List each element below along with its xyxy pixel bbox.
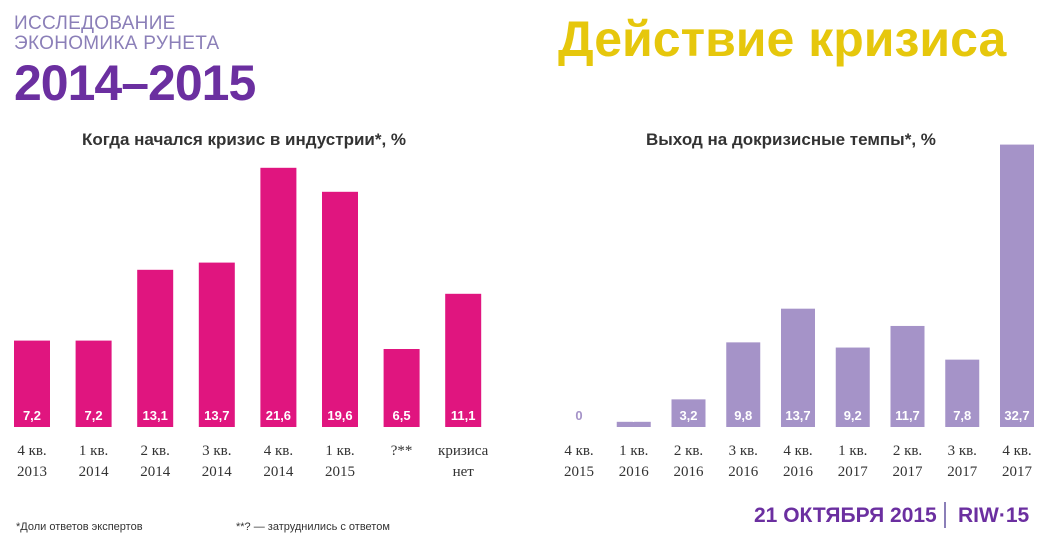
right-tick-label-4-0: 4 кв. bbox=[783, 443, 812, 459]
left-tick-label-1-0: 1 кв. bbox=[79, 443, 108, 459]
left-tick-label-6-0: ?** bbox=[391, 443, 413, 459]
left-tick-label-0-1: 2013 bbox=[17, 464, 47, 480]
left-value-label-4: 21,6 bbox=[266, 408, 291, 423]
right-tick-label-6-1: 2017 bbox=[893, 464, 924, 480]
right-tick-label-4-1: 2016 bbox=[783, 464, 814, 480]
right-tick-label-0-0: 4 кв. bbox=[564, 443, 593, 459]
left-bar-0 bbox=[14, 340, 50, 427]
right-chart-title: Выход на докризисные темпы*, % bbox=[646, 130, 936, 149]
event-logo: RIW·15 bbox=[958, 504, 1030, 527]
right-bar-6 bbox=[890, 325, 925, 427]
left-tick-label-2-0: 2 кв. bbox=[141, 443, 170, 459]
right-tick-label-6-0: 2 кв. bbox=[893, 443, 922, 459]
left-tick-label-4-1: 2014 bbox=[263, 464, 294, 480]
right-value-label-5: 9,2 bbox=[844, 408, 862, 423]
left-bar-6 bbox=[383, 349, 420, 427]
left-tick-label-5-0: 1 кв. bbox=[325, 443, 354, 459]
right-value-label-6: 11,7 bbox=[895, 408, 920, 423]
left-value-label-3: 13,7 bbox=[204, 408, 229, 423]
left-tick-label-1-1: 2014 bbox=[79, 464, 110, 480]
left-tick-label-0-0: 4 кв. bbox=[17, 443, 46, 459]
left-value-label-5: 19,6 bbox=[327, 408, 352, 423]
left-value-label-0: 7,2 bbox=[23, 408, 41, 423]
footnote-shares: *Доли ответов экспертов bbox=[16, 521, 143, 533]
right-tick-label-5-0: 1 кв. bbox=[838, 443, 867, 459]
left-bar-1 bbox=[75, 340, 112, 427]
left-value-label-2: 13,1 bbox=[143, 408, 168, 423]
right-tick-label-1-0: 1 кв. bbox=[619, 443, 648, 459]
right-value-label-7: 7,8 bbox=[953, 408, 971, 423]
right-value-label-2: 3,2 bbox=[679, 408, 697, 423]
left-tick-label-2-1: 2014 bbox=[140, 464, 171, 480]
right-value-label-8: 32,7 bbox=[1004, 408, 1029, 423]
right-tick-label-5-1: 2017 bbox=[838, 464, 869, 480]
right-bar-8 bbox=[1000, 144, 1034, 427]
right-tick-label-8-1: 2017 bbox=[1002, 464, 1033, 480]
footer-divider bbox=[944, 502, 946, 528]
right-tick-label-1-1: 2016 bbox=[619, 464, 650, 480]
left-value-label-1: 7,2 bbox=[85, 408, 103, 423]
right-bar-3 bbox=[726, 342, 761, 427]
right-value-label-1: 0,6 bbox=[625, 408, 643, 423]
left-tick-label-5-1: 2015 bbox=[325, 464, 355, 480]
left-tick-label-3-0: 3 кв. bbox=[202, 443, 231, 459]
right-tick-label-2-0: 2 кв. bbox=[674, 443, 703, 459]
page-headline: Действие кризиса bbox=[558, 11, 1007, 67]
right-tick-label-2-1: 2016 bbox=[674, 464, 705, 480]
right-bar-2 bbox=[671, 399, 706, 427]
right-tick-label-3-0: 3 кв. bbox=[729, 443, 758, 459]
left-tick-label-4-0: 4 кв. bbox=[264, 443, 293, 459]
brand-years: 2014–2015 bbox=[14, 55, 256, 111]
left-tick-label-7-0: кризиса bbox=[438, 443, 489, 459]
right-tick-label-8-0: 4 кв. bbox=[1002, 443, 1031, 459]
footer-date: 21 ОКТЯБРЯ 2015 bbox=[754, 504, 937, 527]
right-tick-label-3-1: 2016 bbox=[728, 464, 759, 480]
brand-line-1: ИССЛЕДОВАНИЕ bbox=[14, 13, 176, 34]
left-value-label-6: 6,5 bbox=[393, 408, 411, 423]
left-bar-5 bbox=[322, 191, 358, 427]
left-bar-7 bbox=[445, 293, 482, 427]
right-tick-label-0-1: 2015 bbox=[564, 464, 594, 480]
left-bar-4 bbox=[260, 167, 297, 428]
right-value-label-4: 13,7 bbox=[785, 408, 810, 423]
right-bar-7 bbox=[945, 359, 980, 427]
brand-block: ИССЛЕДОВАНИЕ ЭКОНОМИКА РУНЕТА 2014–2015 bbox=[14, 13, 256, 111]
right-bar-4 bbox=[781, 308, 815, 427]
right-bar-5 bbox=[835, 347, 870, 427]
left-bar-2 bbox=[137, 269, 174, 427]
right-bar-1 bbox=[616, 421, 651, 427]
left-tick-label-7-1: нет bbox=[453, 464, 475, 480]
right-value-label-3: 9,8 bbox=[734, 408, 752, 423]
right-value-label-0: 0 bbox=[575, 408, 582, 423]
left-value-label-7: 11,1 bbox=[451, 408, 476, 423]
right-tick-label-7-1: 2017 bbox=[947, 464, 978, 480]
right-tick-label-7-0: 3 кв. bbox=[948, 443, 977, 459]
footnote-unknown: **? — затруднились с ответом bbox=[236, 521, 390, 533]
left-bar-3 bbox=[198, 262, 235, 427]
left-chart-title: Когда начался кризис в индустрии*, % bbox=[82, 130, 407, 149]
brand-line-2: ЭКОНОМИКА РУНЕТА bbox=[14, 33, 220, 54]
left-tick-label-3-1: 2014 bbox=[202, 464, 233, 480]
